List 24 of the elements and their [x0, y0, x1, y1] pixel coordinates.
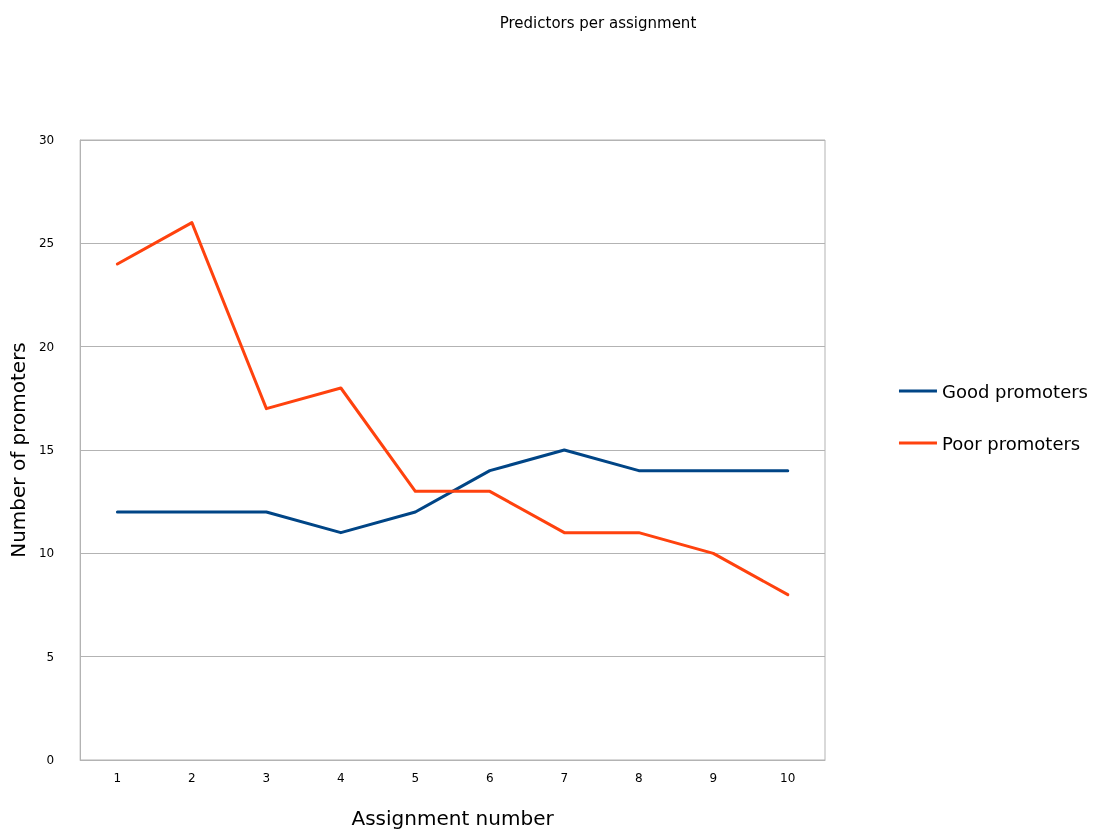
- x-tick-label: 6: [486, 771, 494, 785]
- y-tick-label: 0: [46, 753, 55, 767]
- x-tick-label: 4: [337, 771, 345, 785]
- x-tick-label: 10: [780, 771, 796, 785]
- x-tick-label: 3: [262, 771, 271, 785]
- y-tick-label: 5: [46, 649, 55, 664]
- legend-label: Good promoters: [941, 380, 1089, 402]
- y-tick-label: 15: [38, 443, 55, 457]
- legend-label: Poor promoters: [941, 432, 1081, 454]
- y-axis-title: Number of promoters: [6, 342, 30, 558]
- x-tick-label: 1: [113, 771, 122, 785]
- x-tick-label: 5: [411, 771, 420, 785]
- line-series: [115, 221, 790, 597]
- chart-title: Predictors per assignment: [499, 13, 697, 32]
- y-tick-label: 20: [38, 339, 55, 354]
- y-tick-label: 10: [38, 546, 55, 561]
- x-tick-label: 7: [560, 771, 569, 785]
- x-tick-label: 8: [634, 771, 643, 785]
- y-tick-label: 25: [38, 236, 55, 251]
- line-series: [115, 448, 790, 535]
- y-tick-label: 30: [38, 133, 55, 147]
- x-tick-label: 9: [709, 771, 718, 785]
- x-tick-label: 2: [188, 771, 196, 785]
- x-axis-title: Assignment number: [351, 806, 555, 830]
